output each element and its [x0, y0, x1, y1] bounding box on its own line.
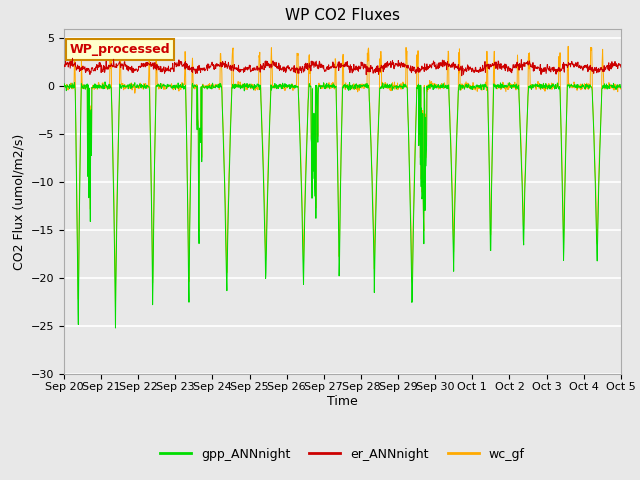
- Text: WP_processed: WP_processed: [70, 43, 170, 56]
- Title: WP CO2 Fluxes: WP CO2 Fluxes: [285, 9, 400, 24]
- X-axis label: Time: Time: [327, 395, 358, 408]
- Y-axis label: CO2 Flux (umol/m2/s): CO2 Flux (umol/m2/s): [12, 133, 25, 270]
- Legend: gpp_ANNnight, er_ANNnight, wc_gf: gpp_ANNnight, er_ANNnight, wc_gf: [155, 443, 530, 466]
